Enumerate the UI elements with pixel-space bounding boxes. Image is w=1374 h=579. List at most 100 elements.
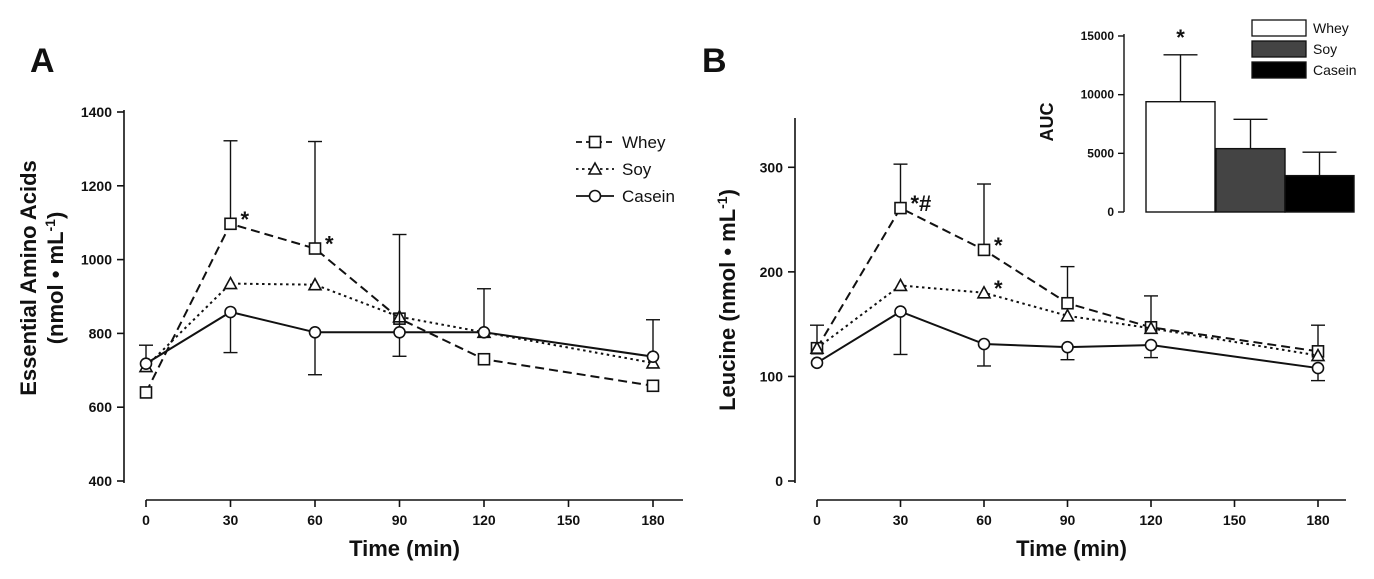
series-soy-line: [145, 282, 654, 368]
series-casein-circle-marker: [646, 350, 660, 363]
x-tick-label: 180: [641, 512, 665, 528]
x-tick-label: 90: [1060, 512, 1076, 528]
y-axis-title-unit: (nmol • mL: [43, 231, 68, 344]
inset-legend-label-casein: Casein: [1313, 62, 1357, 78]
significance-marker: *: [241, 207, 250, 232]
y-tick-label: 100: [760, 368, 784, 384]
series-whey-line: [816, 206, 1319, 353]
series-casein-circle-marker: [894, 305, 907, 318]
series-whey-square-marker: [1061, 296, 1074, 310]
series-soy-triangle-marker: [307, 277, 323, 291]
x-tick-label: 90: [392, 512, 408, 528]
x-tick-label: 180: [1306, 512, 1330, 528]
series-casein-line: [145, 310, 654, 365]
x-tick-label: 30: [223, 512, 239, 528]
series-whey-square-marker: [139, 386, 153, 399]
series-casein: [810, 305, 1325, 382]
x-tick-label: 120: [1139, 512, 1163, 528]
legend: Whey Soy Casein: [576, 133, 675, 206]
x-axis-title: Time (min): [349, 536, 460, 561]
significance-marker: *: [994, 233, 1003, 258]
y-axis-title: Essential Amino Acids(nmol • mL-1): [16, 160, 68, 396]
series-casein: [139, 233, 660, 376]
series-casein-circle-marker: [1061, 340, 1074, 354]
inset-legend-swatch-whey: [1251, 19, 1307, 37]
series-soy-triangle-marker: [976, 285, 992, 299]
y-tick-label: 600: [89, 399, 113, 415]
inset-bar-soy: [1215, 147, 1286, 213]
series-whey-square-marker: [308, 242, 322, 255]
series-whey-line: [145, 222, 654, 393]
significance-marker: *: [994, 276, 1003, 301]
x-axis-title: Time (min): [1016, 536, 1127, 561]
panel-b-letter: B: [702, 42, 727, 80]
legend-soy-label: Soy: [622, 160, 652, 179]
inset-legend: Whey Soy Casein: [1251, 19, 1357, 79]
series-soy-triangle-marker: [1310, 347, 1326, 362]
series-whey-square-marker: [224, 217, 237, 231]
series-whey-square-marker: [977, 243, 991, 257]
series-casein-circle-marker: [1144, 338, 1158, 352]
series-whey-square-marker: [894, 201, 907, 215]
series-casein-circle-marker: [393, 325, 406, 339]
series-casein-circle-marker: [224, 305, 237, 319]
inset-y-tick-label: 15000: [1081, 29, 1115, 43]
y-axis-title-close: ): [43, 212, 68, 219]
y-tick-label: 1200: [81, 178, 112, 194]
inset-y-axis-title: AUC: [1037, 103, 1057, 142]
inset-legend-swatch-soy: [1251, 40, 1307, 58]
significance-marker: *: [325, 232, 334, 257]
inset-y-tick-label: 10000: [1081, 88, 1115, 102]
x-tick-label: 0: [813, 512, 821, 528]
x-tick-label: 150: [557, 512, 581, 528]
series-casein-circle-marker: [1311, 361, 1325, 375]
inset-legend-label-soy: Soy: [1313, 41, 1337, 57]
legend-whey-label: Whey: [622, 133, 666, 152]
series-soy: [809, 277, 1326, 362]
inset-legend-label-whey: Whey: [1313, 20, 1349, 36]
series-whey-square-marker: [477, 352, 491, 366]
inset-bar-whey: [1145, 101, 1216, 213]
series-soy-triangle-marker: [893, 277, 908, 292]
y-axis-title: Leucine (nmol • mL-1): [714, 189, 740, 411]
series-whey-square-marker: [646, 379, 660, 393]
x-tick-label: 60: [976, 512, 992, 528]
panel-a-letter: A: [30, 42, 55, 80]
y-tick-label: 1000: [81, 252, 112, 268]
panel-b-chart: B 0 100 200 300 0 30 60 90 120 150 180 Time (min) Le…: [702, 42, 1346, 561]
x-tick-label: 30: [893, 512, 909, 528]
x-tick-label: 60: [307, 512, 323, 528]
y-axis-title-main: Leucine: [715, 328, 740, 411]
inset-legend-swatch-casein: [1251, 61, 1307, 79]
series-casein-circle-marker: [308, 325, 322, 339]
series-soy-triangle-marker: [223, 275, 238, 290]
y-axis-title-close: ): [715, 189, 740, 196]
series-soy-triangle-marker: [1143, 320, 1159, 335]
x-tick-label: 120: [472, 512, 496, 528]
inset-significance-marker: *: [1176, 25, 1185, 50]
y-tick-label: 0: [775, 473, 783, 489]
y-axis-title-superscript: -1: [42, 219, 58, 232]
series-casein-circle-marker: [477, 325, 491, 339]
y-tick-label: 300: [760, 159, 784, 175]
legend-soy-triangle-marker: [587, 161, 603, 175]
series-casein-circle-marker: [977, 337, 991, 351]
inset-bar-casein: [1284, 174, 1355, 213]
y-tick-label: 1400: [81, 104, 112, 120]
y-tick-label: 400: [89, 473, 113, 489]
series-soy-triangle-marker: [809, 340, 825, 354]
inset-y-tick-label: 0: [1107, 205, 1114, 219]
y-tick-label: 200: [760, 264, 784, 280]
legend-casein-circle-marker: [588, 189, 602, 203]
series-casein-circle-marker: [139, 357, 153, 370]
legend-casein-label: Casein: [622, 187, 675, 206]
series-soy-triangle-marker: [1060, 308, 1075, 322]
y-tick-label: 800: [89, 325, 113, 341]
x-tick-label: 150: [1223, 512, 1247, 528]
panel-a-chart: A 400 600 800 1000 1200 1400 0 30 60 90 120 150 180 T…: [16, 42, 683, 561]
legend-whey-square-marker: [588, 135, 602, 149]
y-axis-title-main: Essential Amino Acids: [16, 160, 41, 396]
auc-inset-chart: 0 5000 10000 15000 AUC * Whey Soy Casein: [1037, 19, 1357, 219]
inset-y-tick-label: 5000: [1087, 146, 1114, 160]
